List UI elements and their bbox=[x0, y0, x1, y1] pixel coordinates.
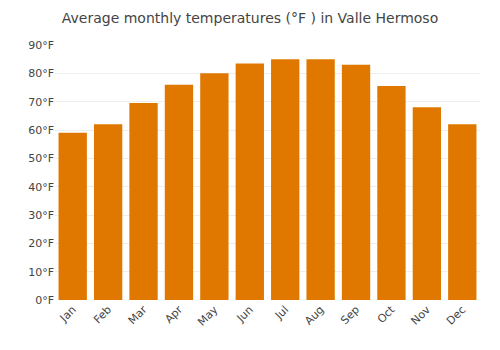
svg-text:50°F: 50°F bbox=[28, 152, 54, 165]
svg-text:90°F: 90°F bbox=[28, 39, 54, 52]
svg-text:10°F: 10°F bbox=[28, 266, 54, 279]
svg-text:Aug: Aug bbox=[302, 303, 326, 327]
svg-text:40°F: 40°F bbox=[28, 181, 54, 194]
svg-text:Apr: Apr bbox=[162, 303, 185, 326]
svg-text:Average monthly temperatures (: Average monthly temperatures (°F ) in Va… bbox=[62, 10, 438, 26]
svg-text:60°F: 60°F bbox=[28, 124, 54, 137]
svg-text:Oct: Oct bbox=[375, 303, 398, 326]
svg-text:20°F: 20°F bbox=[28, 237, 54, 250]
svg-text:Dec: Dec bbox=[444, 303, 468, 327]
svg-text:Feb: Feb bbox=[91, 303, 114, 326]
svg-text:30°F: 30°F bbox=[28, 209, 54, 222]
svg-text:70°F: 70°F bbox=[28, 96, 54, 109]
svg-text:May: May bbox=[195, 303, 221, 329]
svg-text:80°F: 80°F bbox=[28, 67, 54, 80]
svg-text:Sep: Sep bbox=[338, 303, 362, 327]
svg-text:Jun: Jun bbox=[234, 303, 256, 325]
svg-text:Mar: Mar bbox=[126, 303, 150, 327]
svg-text:Nov: Nov bbox=[409, 303, 434, 328]
svg-text:Jan: Jan bbox=[57, 303, 79, 325]
svg-text:0°F: 0°F bbox=[35, 294, 54, 307]
svg-text:Jul: Jul bbox=[272, 303, 291, 322]
